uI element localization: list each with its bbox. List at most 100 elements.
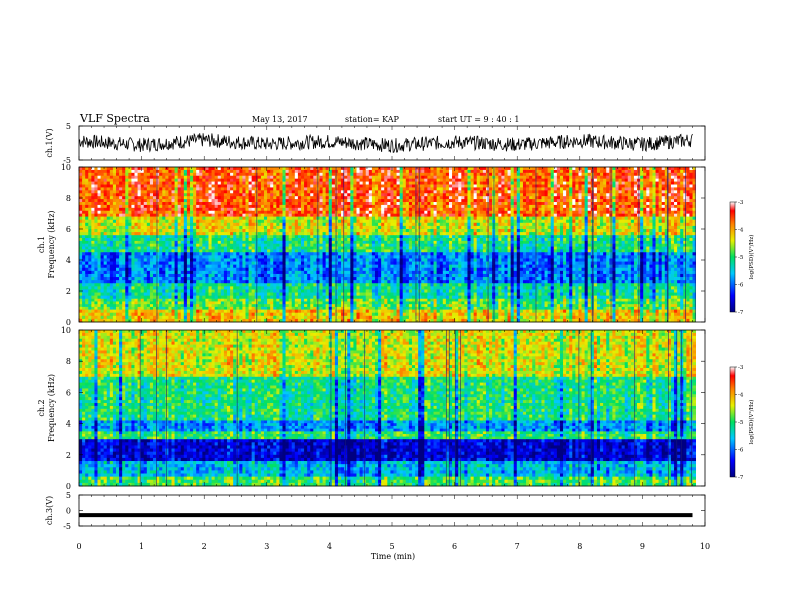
spectrogram-cell [82, 229, 86, 233]
spectrogram-cell [300, 181, 305, 185]
spectrogram-cell [424, 184, 428, 188]
spectrogram-cell [137, 219, 142, 224]
spectrogram-cell [285, 184, 290, 188]
spectrogram-cell [655, 175, 660, 180]
spectrogram-cell [307, 232, 311, 236]
spectrogram-cell [532, 178, 536, 182]
spectrogram-cell [415, 172, 419, 177]
spectrogram-cell [692, 184, 697, 188]
spectrogram-cell [575, 199, 579, 203]
spectrogram-cell [162, 204, 166, 209]
spectrogram-cell [661, 190, 666, 194]
spectrogram-cell [686, 184, 690, 188]
spectrogram-cell [664, 172, 669, 177]
spectrogram-cell [279, 178, 283, 182]
spectrogram-cell [655, 202, 660, 206]
spectrogram-cell [325, 207, 330, 212]
spectrogram-cell [566, 172, 570, 177]
spectrogram-cell [630, 225, 635, 230]
spectrogram-cell [270, 190, 274, 194]
spectrogram-cell [103, 216, 108, 221]
spectrogram-cell [152, 169, 157, 174]
spectrogram-cell [415, 190, 419, 194]
spectrogram-cell [276, 204, 280, 209]
spectrogram-cell [627, 202, 632, 206]
spectrogram-cell [621, 187, 626, 191]
spectrogram-cell [189, 225, 194, 230]
spectrogram-cell [85, 193, 89, 197]
spectrogram-cell [569, 196, 573, 200]
spectrogram-cell [498, 229, 502, 233]
spectrogram-cell [337, 216, 342, 221]
spectrogram-cell [547, 210, 552, 215]
spectrogram-cell [566, 190, 570, 194]
spectrogram-cell [411, 222, 416, 227]
spectrogram-cell [415, 193, 419, 197]
spectrogram-cell [248, 172, 253, 177]
spectrogram-cell [652, 175, 656, 180]
spectrogram-cell [328, 190, 333, 194]
spectrogram-cell [119, 196, 123, 200]
spectrogram-cell [553, 187, 558, 191]
spectrogram-cell [455, 199, 459, 203]
spectrogram-cell [85, 235, 89, 239]
spectrogram-cell [100, 238, 105, 242]
spectrogram-cell [615, 187, 619, 191]
spectrogram-cell [667, 235, 672, 239]
spectrogram-cell [393, 178, 397, 182]
spectrogram-cell [288, 169, 293, 174]
spectrogram-cell [131, 184, 135, 188]
spectrogram-cell [239, 238, 243, 242]
spectrogram-cell [263, 187, 268, 191]
spectrogram-cell [489, 184, 493, 188]
spectrogram-cell [279, 202, 283, 206]
spectrogram-cell [680, 193, 684, 197]
spectrogram-cell [553, 222, 558, 227]
spectrogram-cell [467, 172, 471, 177]
spectrogram-cell [374, 187, 379, 191]
spectrogram-cell [566, 232, 570, 236]
spectrogram-cell [109, 172, 114, 177]
spectrogram-cell [189, 196, 194, 200]
spectrogram-cell [307, 175, 311, 180]
spectrogram-cell [131, 238, 135, 242]
spectrogram-cell [649, 232, 653, 236]
spectrogram-cell [162, 229, 166, 233]
spectrogram-cell [109, 169, 114, 174]
spectrogram-cell [85, 216, 89, 221]
spectrogram-cell [205, 229, 209, 233]
spectrogram-cell [680, 216, 684, 221]
spectrogram-cell [149, 178, 154, 182]
spectrogram-cell [116, 167, 120, 171]
spectrogram-cell [220, 219, 225, 224]
spectrogram-cell [344, 213, 348, 217]
spectrogram-cell [125, 178, 129, 182]
spectrogram-cell [381, 213, 385, 217]
spectrogram-cell [473, 229, 478, 233]
spectrogram-cell [328, 225, 333, 230]
spectrogram-cell [415, 213, 419, 217]
spectrogram-cell [307, 238, 311, 242]
spectrogram-cell [572, 216, 576, 221]
spectrogram-cell [578, 184, 582, 188]
spectrogram-cell [513, 219, 518, 224]
spectrogram-cell [347, 190, 351, 194]
spectrogram-cell [461, 222, 465, 227]
spectrogram-cell [381, 175, 385, 180]
spectrogram-cell [692, 175, 697, 180]
spectrogram-cell [134, 235, 138, 239]
spectrogram-cell [535, 187, 539, 191]
spectrogram-cell [242, 193, 246, 197]
spectrogram-cell [652, 222, 656, 227]
spectrogram-cell [168, 187, 172, 191]
spectrogram-cell [621, 232, 626, 236]
spectrogram-cell [411, 210, 416, 215]
spectrogram-cell [529, 225, 533, 230]
spectrogram-cell [313, 219, 317, 224]
spectrogram-cell [248, 199, 253, 203]
spectrogram-cell [297, 175, 302, 180]
spectrogram-cell [504, 235, 508, 239]
spectrogram-cell [452, 196, 456, 200]
spectrogram-cell [408, 207, 413, 212]
spectrogram-cell [365, 235, 370, 239]
